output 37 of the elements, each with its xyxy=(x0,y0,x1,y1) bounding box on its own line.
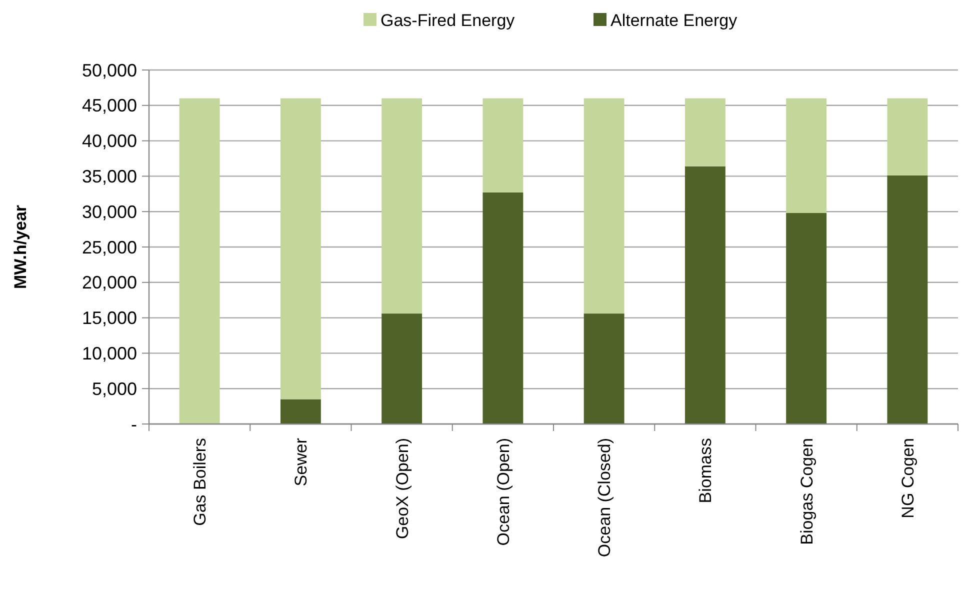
x-tick-label: Ocean (Closed) xyxy=(595,438,614,558)
x-tick-label: GeoX (Open) xyxy=(392,438,412,540)
legend-label: Alternate Energy xyxy=(610,10,738,30)
x-tick-label: Biomass xyxy=(696,438,716,504)
bar xyxy=(584,98,624,314)
x-tick-label: Biogas Cogen xyxy=(797,438,816,545)
legend-label: Gas-Fired Energy xyxy=(380,10,516,30)
y-tick-label: 40,000 xyxy=(82,131,137,152)
bar xyxy=(482,192,524,424)
x-tick-label: Sewer xyxy=(292,438,311,486)
bar xyxy=(382,98,422,314)
bar xyxy=(382,314,422,424)
bar xyxy=(280,98,321,400)
y-tick-label: 45,000 xyxy=(82,96,137,116)
y-tick-label: - xyxy=(131,414,137,434)
bar xyxy=(482,98,524,192)
bar xyxy=(786,98,827,214)
bar xyxy=(684,98,726,166)
bar xyxy=(584,314,624,424)
x-tick-label: NG Cogen xyxy=(898,438,918,518)
y-tick-label: 20,000 xyxy=(82,272,137,293)
x-tick-label: Ocean (Open) xyxy=(494,438,513,546)
y-tick-label: 15,000 xyxy=(82,308,137,328)
y-tick-label: 25,000 xyxy=(82,237,137,258)
y-axis-title: MW.h/year xyxy=(10,204,30,290)
y-tick-label: 30,000 xyxy=(82,202,137,222)
bar xyxy=(280,399,321,424)
bar xyxy=(684,166,726,424)
bar xyxy=(887,98,928,176)
x-tick-label: Gas Boilers xyxy=(190,438,210,526)
y-tick-label: 5,000 xyxy=(92,378,137,399)
y-tick-label: 35,000 xyxy=(82,166,137,186)
y-tick-label: 10,000 xyxy=(82,344,137,364)
bar xyxy=(179,98,220,424)
bar xyxy=(786,213,827,424)
y-tick-label: 50,000 xyxy=(82,60,137,80)
bar xyxy=(887,175,928,424)
